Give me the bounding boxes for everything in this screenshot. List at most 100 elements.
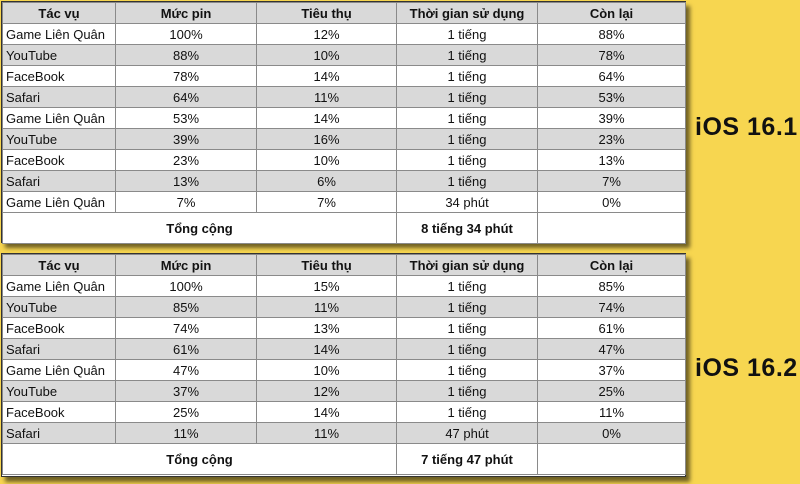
remaining-cell: 25% — [537, 380, 686, 402]
usage-time-cell: 1 tiếng — [396, 23, 538, 45]
consumption-cell: 14% — [256, 65, 397, 87]
table-row: FaceBook 25% 14% 1 tiếng 11% — [2, 401, 686, 423]
table-header-row: Tác vụ Mức pin Tiêu thụ Thời gian sử dụn… — [2, 2, 686, 24]
task-cell: YouTube — [2, 128, 116, 150]
remaining-cell: 53% — [537, 86, 686, 108]
consumption-cell: 11% — [256, 86, 397, 108]
ios-16-1-table: Tác vụ Mức pin Tiêu thụ Thời gian sử dụn… — [2, 2, 686, 244]
battery-level-cell: 100% — [115, 23, 257, 45]
task-cell: YouTube — [2, 44, 116, 66]
table-header-row: Tác vụ Mức pin Tiêu thụ Thời gian sử dụn… — [2, 254, 686, 276]
total-time: 7 tiếng 47 phút — [396, 443, 538, 475]
total-remaining-empty — [537, 443, 686, 475]
remaining-cell: 37% — [537, 359, 686, 381]
usage-time-cell: 1 tiếng — [396, 317, 538, 339]
task-cell: Safari — [2, 422, 116, 444]
remaining-cell: 0% — [537, 422, 686, 444]
usage-time-cell: 1 tiếng — [396, 296, 538, 318]
task-cell: FaceBook — [2, 65, 116, 87]
usage-time-cell: 1 tiếng — [396, 86, 538, 108]
ios-16-1-label: iOS 16.1 — [695, 113, 798, 141]
header-consumption: Tiêu thụ — [256, 2, 397, 24]
remaining-cell: 74% — [537, 296, 686, 318]
table-row: Safari 64% 11% 1 tiếng 53% — [2, 86, 686, 108]
header-remaining: Còn lại — [537, 254, 686, 276]
table-row: YouTube 39% 16% 1 tiếng 23% — [2, 128, 686, 150]
remaining-cell: 0% — [537, 191, 686, 213]
table-row: YouTube 88% 10% 1 tiếng 78% — [2, 44, 686, 66]
header-task: Tác vụ — [2, 254, 116, 276]
usage-time-cell: 47 phút — [396, 422, 538, 444]
remaining-cell: 47% — [537, 338, 686, 360]
usage-time-cell: 1 tiếng — [396, 275, 538, 297]
header-battery-level: Mức pin — [115, 254, 257, 276]
table-row: YouTube 85% 11% 1 tiếng 74% — [2, 296, 686, 318]
table-row: Game Liên Quân 100% 15% 1 tiếng 85% — [2, 275, 686, 297]
battery-level-cell: 13% — [115, 170, 257, 192]
table-row: Game Liên Quân 7% 7% 34 phút 0% — [2, 191, 686, 213]
consumption-cell: 11% — [256, 296, 397, 318]
total-remaining-empty — [537, 212, 686, 244]
table-row: FaceBook 74% 13% 1 tiếng 61% — [2, 317, 686, 339]
battery-level-cell: 61% — [115, 338, 257, 360]
battery-level-cell: 23% — [115, 149, 257, 171]
usage-time-cell: 1 tiếng — [396, 149, 538, 171]
battery-level-cell: 53% — [115, 107, 257, 129]
total-row: Tổng cộng 8 tiếng 34 phút — [2, 212, 686, 244]
remaining-cell: 39% — [537, 107, 686, 129]
consumption-cell: 16% — [256, 128, 397, 150]
total-label: Tổng cộng — [2, 443, 397, 475]
usage-time-cell: 1 tiếng — [396, 65, 538, 87]
task-cell: FaceBook — [2, 317, 116, 339]
header-usage-time: Thời gian sử dụng — [396, 2, 538, 24]
remaining-cell: 11% — [537, 401, 686, 423]
remaining-cell: 85% — [537, 275, 686, 297]
total-row: Tổng cộng 7 tiếng 47 phút — [2, 443, 686, 475]
task-cell: YouTube — [2, 380, 116, 402]
table-row: FaceBook 23% 10% 1 tiếng 13% — [2, 149, 686, 171]
table-row: Safari 13% 6% 1 tiếng 7% — [2, 170, 686, 192]
remaining-cell: 88% — [537, 23, 686, 45]
consumption-cell: 13% — [256, 317, 397, 339]
consumption-cell: 10% — [256, 44, 397, 66]
remaining-cell: 7% — [537, 170, 686, 192]
consumption-cell: 14% — [256, 401, 397, 423]
remaining-cell: 23% — [537, 128, 686, 150]
task-cell: Safari — [2, 170, 116, 192]
task-cell: Game Liên Quân — [2, 23, 116, 45]
usage-time-cell: 1 tiếng — [396, 128, 538, 150]
remaining-cell: 78% — [537, 44, 686, 66]
battery-level-cell: 37% — [115, 380, 257, 402]
battery-level-cell: 100% — [115, 275, 257, 297]
battery-level-cell: 64% — [115, 86, 257, 108]
ios-16-2-label: iOS 16.2 — [695, 354, 798, 382]
task-cell: Game Liên Quân — [2, 275, 116, 297]
battery-level-cell: 47% — [115, 359, 257, 381]
header-usage-time: Thời gian sử dụng — [396, 254, 538, 276]
battery-level-cell: 11% — [115, 422, 257, 444]
battery-level-cell: 78% — [115, 65, 257, 87]
ios-16-2-table: Tác vụ Mức pin Tiêu thụ Thời gian sử dụn… — [2, 254, 686, 475]
total-time: 8 tiếng 34 phút — [396, 212, 538, 244]
ios-16-1-table-body: Game Liên Quân 100% 12% 1 tiếng 88% YouTube 88… — [2, 23, 686, 244]
remaining-cell: 61% — [537, 317, 686, 339]
usage-time-cell: 1 tiếng — [396, 170, 538, 192]
header-task: Tác vụ — [2, 2, 116, 24]
battery-level-cell: 25% — [115, 401, 257, 423]
total-label: Tổng cộng — [2, 212, 397, 244]
task-cell: Game Liên Quân — [2, 107, 116, 129]
consumption-cell: 14% — [256, 338, 397, 360]
table-row: FaceBook 78% 14% 1 tiếng 64% — [2, 65, 686, 87]
task-cell: Game Liên Quân — [2, 359, 116, 381]
table-row: Game Liên Quân 100% 12% 1 tiếng 88% — [2, 23, 686, 45]
usage-time-cell: 1 tiếng — [396, 107, 538, 129]
consumption-cell: 15% — [256, 275, 397, 297]
remaining-cell: 13% — [537, 149, 686, 171]
task-cell: FaceBook — [2, 401, 116, 423]
battery-level-cell: 39% — [115, 128, 257, 150]
consumption-cell: 12% — [256, 23, 397, 45]
task-cell: YouTube — [2, 296, 116, 318]
battery-level-cell: 7% — [115, 191, 257, 213]
consumption-cell: 7% — [256, 191, 397, 213]
usage-time-cell: 1 tiếng — [396, 401, 538, 423]
